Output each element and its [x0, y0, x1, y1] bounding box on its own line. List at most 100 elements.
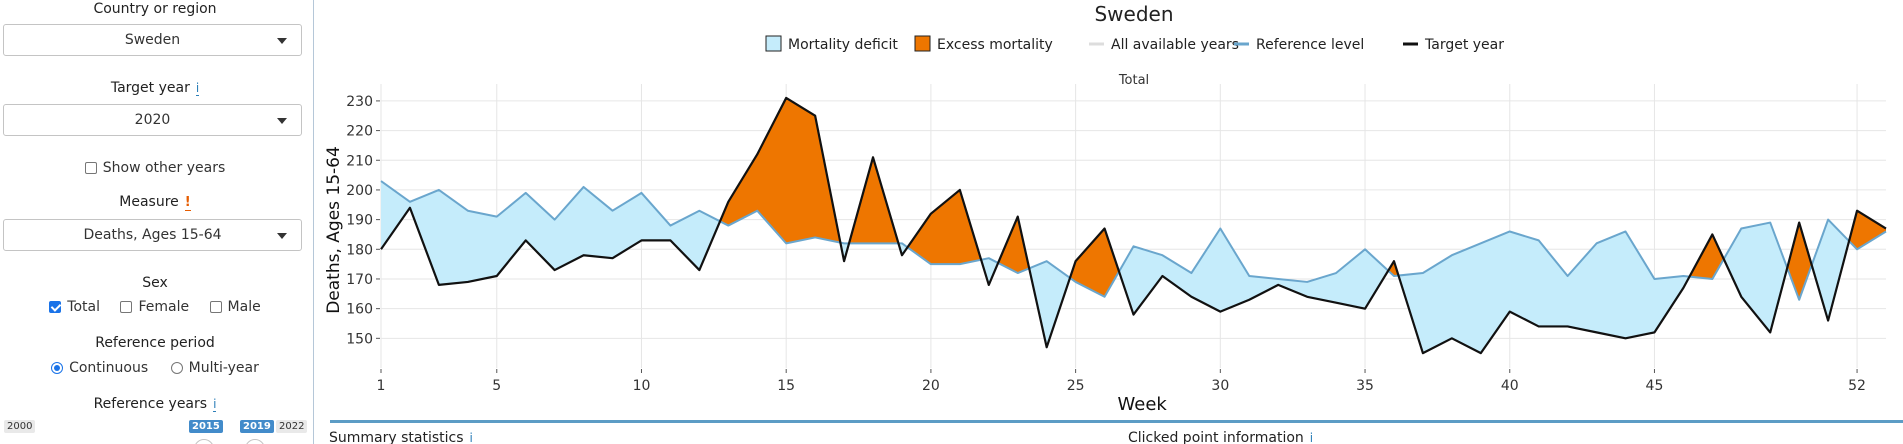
sex-option-label: Female	[138, 299, 190, 315]
reference-period-continuous[interactable]: Continuous	[51, 360, 148, 376]
show-other-years-label: Show other years	[102, 160, 226, 176]
control-sidebar: Country or region Sweden Target year i 20…	[0, 0, 314, 444]
y-tick-label-6: 210	[346, 153, 373, 169]
reference-years-label-row: Reference years i	[0, 396, 310, 412]
reference-period-option-label: Continuous	[69, 360, 149, 376]
sex-male-checkbox[interactable]	[209, 301, 222, 313]
target-year-label: Target year	[110, 80, 190, 96]
y-tick-label-0: 150	[346, 331, 373, 347]
mortality-deficit-area-8	[1029, 261, 1070, 348]
mortality-deficit-area-10	[1119, 228, 1389, 315]
target-year-select-value: 2020	[134, 112, 171, 128]
mortality-deficit-area-6	[981, 258, 999, 285]
x-tick-label-0: 1	[377, 378, 386, 394]
x-tick-label-9: 45	[1646, 378, 1664, 394]
slider-min-label: 2000	[4, 420, 36, 433]
slider-to-label: 2019	[240, 420, 274, 433]
reference-period-options: Continuous Multi-year	[0, 360, 310, 378]
mortality-deficit-area-14	[1723, 222, 1788, 333]
legend-swatch-0	[765, 35, 782, 52]
warning-icon[interactable]: !	[184, 195, 191, 211]
legend-label-1: Excess mortality	[937, 37, 1053, 53]
clicked-point-title: Clicked point information i	[1128, 430, 1314, 444]
chevron-down-icon	[277, 233, 287, 239]
main-panel: Sweden Total Mortality deficit Excess morta…	[315, 0, 1903, 444]
legend-swatch-1	[914, 35, 931, 52]
y-tick-label-2: 170	[346, 272, 373, 288]
sex-options: Total Female Male	[0, 299, 310, 317]
measure-label-row: Measure!	[0, 194, 310, 211]
excess-mortality-area-1	[720, 97, 841, 244]
chevron-down-icon	[277, 38, 287, 44]
excess-mortality-area-5	[907, 189, 982, 265]
excess-mortality-area-13	[1689, 234, 1724, 279]
sex-female-checkbox[interactable]	[120, 301, 133, 313]
x-tick-label-2: 10	[633, 378, 651, 394]
sex-label: Sex	[142, 275, 168, 291]
slider-handle-from[interactable]	[194, 439, 214, 444]
clicked-point-label: Clicked point information	[1128, 430, 1304, 444]
info-icon[interactable]: i	[469, 431, 473, 444]
excess-mortality-area-17	[1849, 210, 1886, 250]
slider-max-label: 2022	[276, 420, 308, 433]
legend-label-3: Reference level	[1256, 37, 1364, 53]
sex-option-total[interactable]: Total	[49, 299, 100, 315]
measure-select-value: Deaths, Ages 15-64	[83, 227, 222, 243]
reference-period-multiyear[interactable]: Multi-year	[170, 360, 259, 376]
y-axis-label: Deaths, Ages 15-64	[324, 146, 344, 314]
summary-statistics-label: Summary statistics	[329, 430, 464, 444]
target-year-select[interactable]: 2020	[3, 104, 302, 136]
mortality-chart[interactable]: Sweden Total Mortality deficit Excess morta…	[315, 0, 1903, 418]
reference-years-label: Reference years	[93, 396, 208, 412]
sex-option-male[interactable]: Male	[209, 299, 261, 315]
chart-title: Sweden	[1094, 2, 1173, 26]
excess-mortality-area-7	[998, 216, 1030, 274]
reference-period-label: Reference period	[95, 335, 215, 351]
info-icon[interactable]: i	[195, 81, 200, 96]
y-tick-label-8: 230	[346, 94, 373, 110]
sex-option-female[interactable]: Female	[120, 299, 189, 315]
sex-total-checkbox[interactable]	[49, 301, 62, 313]
country-select-value: Sweden	[124, 32, 181, 48]
country-label: Country or region	[93, 1, 217, 17]
x-axis-label: Week	[1118, 394, 1168, 415]
legend-label-2: All available years	[1111, 37, 1239, 53]
multi-year-radio[interactable]	[170, 362, 183, 374]
show-other-years-row: Show other years	[0, 160, 310, 178]
excess-mortality-area-3	[849, 157, 899, 244]
legend-label-4: Target year	[1424, 37, 1504, 53]
continuous-radio[interactable]	[51, 362, 64, 374]
target-year-line	[380, 96, 1887, 355]
y-tick-label-7: 220	[346, 124, 373, 140]
show-other-years-checkbox[interactable]	[84, 162, 97, 174]
legend-label-0: Mortality deficit	[788, 37, 898, 53]
measure-label: Measure	[119, 194, 179, 210]
show-other-years-option[interactable]: Show other years	[84, 160, 226, 176]
x-tick-label-1: 5	[492, 378, 501, 394]
chevron-down-icon	[277, 118, 287, 124]
x-tick-label-3: 15	[777, 378, 795, 394]
slider-from-label: 2015	[189, 420, 223, 433]
sex-option-label: Male	[227, 299, 261, 315]
reference-level-line	[380, 180, 1887, 301]
section-divider	[330, 420, 1903, 423]
slider-handle-to[interactable]	[245, 439, 265, 444]
mortality-deficit-area-0	[381, 181, 721, 285]
x-tick-label-4: 20	[922, 378, 940, 394]
info-icon[interactable]: i	[213, 397, 217, 412]
excess-mortality-area-9	[1069, 228, 1120, 297]
x-tick-label-5: 25	[1067, 378, 1085, 394]
measure-select[interactable]: Deaths, Ages 15-64	[3, 219, 302, 251]
x-tick-label-8: 40	[1501, 378, 1519, 394]
info-icon[interactable]: i	[1309, 431, 1314, 444]
target-year-label-row: Target year i	[0, 80, 310, 96]
y-tick-label-3: 180	[346, 242, 373, 258]
reference-period-option-label: Multi-year	[188, 360, 259, 376]
excess-mortality-area-15	[1787, 222, 1812, 300]
summary-statistics-title: Summary statistics i	[329, 430, 473, 444]
chart-subtitle: Total	[1118, 73, 1149, 88]
sex-option-label: Total	[67, 299, 100, 315]
country-select[interactable]: Sweden	[3, 24, 302, 56]
y-tick-label-5: 200	[346, 183, 373, 199]
x-tick-label-7: 35	[1356, 378, 1374, 394]
